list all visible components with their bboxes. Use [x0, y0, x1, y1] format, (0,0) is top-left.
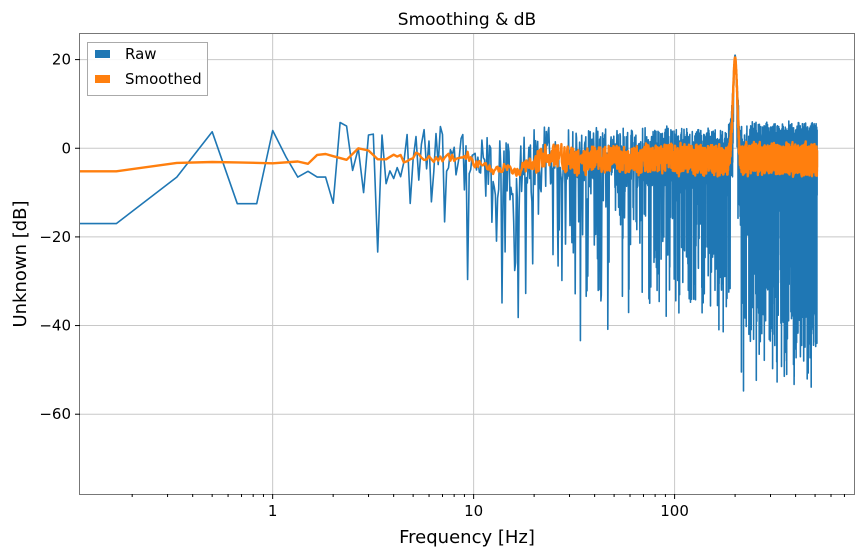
- x-tick-label: 10: [464, 502, 483, 520]
- legend-swatch-smoothed: [95, 75, 110, 83]
- x-tick-label: 100: [660, 502, 689, 520]
- y-tick-label: −20: [39, 228, 71, 246]
- x-axis-label: Frequency [Hz]: [399, 527, 535, 548]
- y-tick-label: −60: [39, 405, 71, 423]
- legend-swatch-raw: [95, 50, 110, 58]
- y-tick-label: 0: [61, 139, 71, 157]
- series-raw-line: [80, 54, 818, 392]
- y-tick-label: 20: [52, 51, 71, 69]
- x-tick-label: 1: [268, 502, 278, 520]
- legend-label-raw: Raw: [125, 45, 157, 63]
- y-tick-label: −40: [39, 317, 71, 335]
- ticks: 1 10 100 −60 −40 −20 0 20: [39, 51, 845, 520]
- series-smoothed-line: [80, 56, 819, 178]
- legend-label-smoothed: Smoothed: [125, 70, 202, 88]
- axes-frame: [79, 33, 855, 495]
- y-axis-label: Unknown [dB]: [10, 200, 31, 327]
- chart-title: Smoothing & dB: [398, 10, 536, 30]
- legend: Raw Smoothed: [87, 42, 208, 96]
- plot-lines: [80, 54, 819, 392]
